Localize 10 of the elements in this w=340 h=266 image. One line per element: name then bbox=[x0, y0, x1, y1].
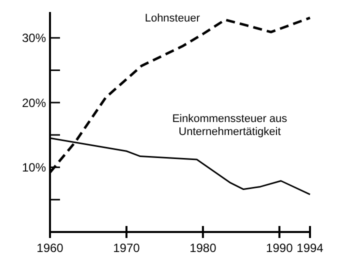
x-tick-label: 1960 bbox=[36, 241, 64, 255]
y-tick-label: 20% bbox=[22, 96, 46, 110]
y-tick-label: 30% bbox=[22, 31, 46, 46]
x-tick-label: 1980 bbox=[190, 241, 217, 255]
x-tick-label: 1994 bbox=[296, 241, 324, 255]
y-tick-label: 10% bbox=[22, 160, 46, 174]
x-tick-label: 1990 bbox=[266, 241, 294, 255]
x-tick-label: 1970 bbox=[113, 241, 140, 255]
series-label: Einkommenssteuer aus Unternehmertätigkeit bbox=[172, 113, 288, 138]
series-label: Lohnsteuer bbox=[144, 12, 200, 25]
